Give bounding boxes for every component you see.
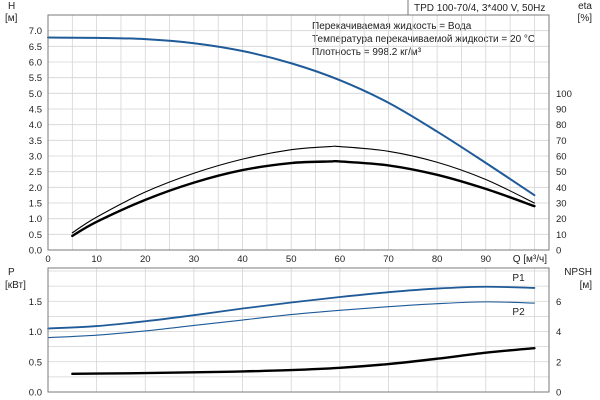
x-axis-label: Q [м³/ч] (513, 254, 548, 265)
y2-axis-unit: [%] (578, 13, 593, 24)
y-tick-label: 1.0 (29, 327, 42, 338)
series-label-p1: P1 (512, 273, 525, 284)
y-axis-unit: [кВт] (5, 280, 26, 291)
y-tick-label: 6.0 (29, 58, 42, 69)
bottom-plot-frame (47, 267, 550, 393)
x-tick-label: 40 (237, 254, 248, 265)
y-tick-label: 2.5 (29, 167, 42, 178)
info-temperature: Температура перекачиваемой жидкости = 20… (312, 34, 535, 45)
y2-tick-label: 70 (556, 136, 567, 147)
x-tick-label: 90 (480, 254, 491, 265)
y-tick-label: 5.0 (29, 89, 42, 100)
bottom-series-line-p2 (47, 301, 535, 339)
top-series-line-0 (47, 36, 536, 197)
y-tick-label: 1.5 (29, 297, 42, 308)
x-tick-label: 0 (45, 254, 50, 265)
y-tick-label: 1.5 (29, 199, 42, 210)
y2-tick-label: 80 (556, 120, 567, 131)
y2-tick-label: 100 (556, 89, 572, 100)
bottom-series-line-2 (71, 346, 536, 376)
x-tick-label: 10 (91, 254, 102, 265)
y-tick-label: 2.0 (29, 183, 42, 194)
y2-tick-label: 20 (556, 214, 567, 225)
top-series-line-1 (71, 145, 535, 234)
y-tick-label: 4.0 (29, 120, 42, 131)
x-tick-label: 60 (335, 254, 346, 265)
y-tick-label: 3.5 (29, 136, 42, 147)
series-label-p2: P2 (512, 307, 525, 318)
y2-tick-label: 30 (556, 199, 567, 210)
y-tick-label: 0.5 (29, 230, 42, 241)
top-plot-frame (47, 14, 550, 251)
y2-tick-label: 0 (556, 388, 561, 399)
y2-tick-label: 40 (556, 183, 567, 194)
y2-axis-label: NPSH (564, 267, 592, 278)
x-tick-label: 70 (383, 254, 394, 265)
y2-axis-unit: [м] (580, 280, 593, 291)
info-fluid: Перекачиваемая жидкость = Вода (312, 21, 472, 32)
y2-tick-label: 60 (556, 152, 567, 163)
y-tick-label: 6.5 (29, 42, 42, 53)
y2-tick-label: 10 (556, 230, 567, 241)
y-axis-unit: [м] (5, 13, 18, 24)
top-series-line-2 (71, 159, 536, 238)
y2-tick-label: 2 (556, 357, 561, 368)
y2-tick-label: 90 (556, 105, 567, 116)
y-tick-label: 7.0 (29, 26, 42, 37)
y2-tick-label: 6 (556, 297, 561, 308)
info-density: Плотность = 998.2 кг/м³ (312, 47, 422, 58)
y-axis-label: P (8, 267, 15, 278)
chart-title: TPD 100-70/4, 3*400 V, 50Hz (414, 3, 545, 14)
y-tick-label: 0.0 (29, 246, 42, 257)
y-tick-label: 1.0 (29, 214, 42, 225)
x-tick-label: 30 (189, 254, 200, 265)
y2-tick-label: 50 (556, 167, 567, 178)
y2-tick-label: 4 (556, 327, 561, 338)
y-axis-label: H (8, 1, 15, 12)
x-tick-label: 80 (432, 254, 443, 265)
y-tick-label: 3.0 (29, 152, 42, 163)
x-tick-label: 20 (140, 254, 151, 265)
y-tick-label: 0.0 (29, 388, 42, 399)
y-tick-label: 5.5 (29, 73, 42, 84)
x-tick-label: 50 (286, 254, 297, 265)
y-tick-label: 0.5 (29, 357, 42, 368)
bottom-series-line-p1 (47, 285, 536, 330)
y2-axis-label: eta (578, 1, 592, 12)
y2-tick-label: 0 (556, 246, 561, 257)
y-tick-label: 4.5 (29, 105, 42, 116)
